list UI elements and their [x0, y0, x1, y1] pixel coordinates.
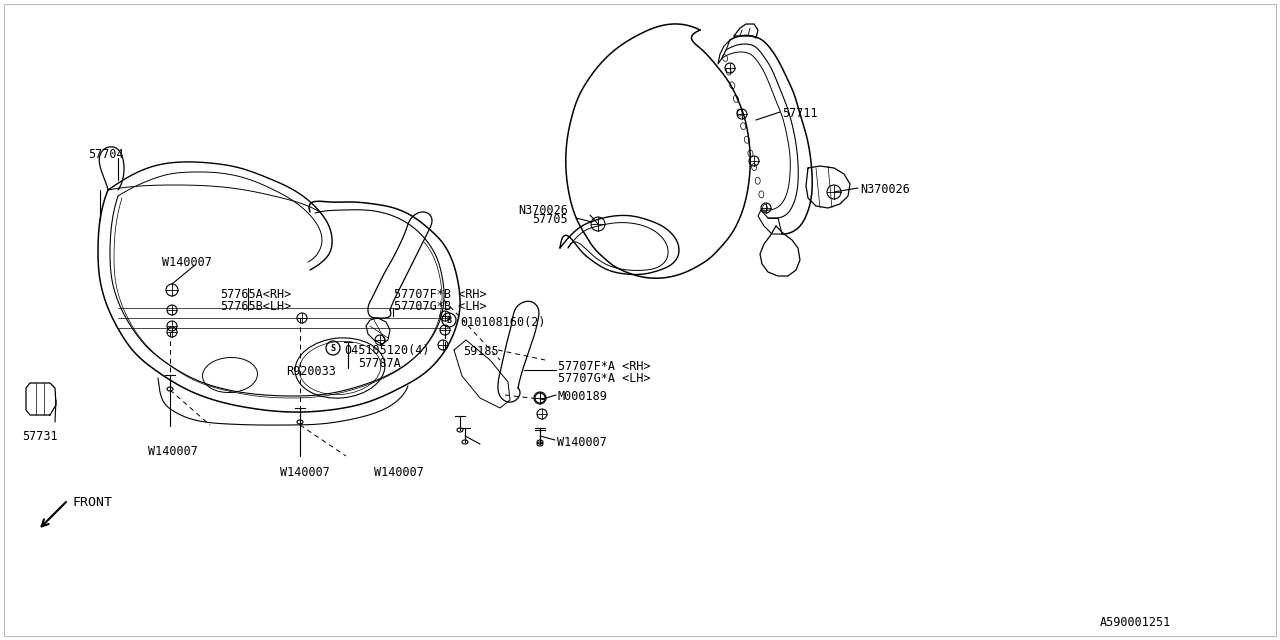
Text: W140007: W140007 — [374, 466, 424, 479]
Text: 57787A: 57787A — [358, 357, 401, 370]
Text: 57731: 57731 — [22, 430, 58, 443]
Text: 045105120(4): 045105120(4) — [344, 344, 430, 357]
Text: 57765A<RH>: 57765A<RH> — [220, 288, 292, 301]
Text: N370026: N370026 — [860, 183, 910, 196]
Text: 57707F*B <RH>: 57707F*B <RH> — [394, 288, 486, 301]
Text: 57705: 57705 — [532, 213, 567, 226]
Text: W140007: W140007 — [148, 445, 198, 458]
Text: FRONT: FRONT — [72, 496, 113, 509]
Text: B: B — [447, 316, 452, 324]
Text: M000189: M000189 — [558, 390, 608, 403]
Text: W140007: W140007 — [280, 466, 330, 479]
Text: 57707G*A <LH>: 57707G*A <LH> — [558, 372, 650, 385]
Text: R920033: R920033 — [285, 365, 335, 378]
Text: 57707F*A <RH>: 57707F*A <RH> — [558, 360, 650, 373]
Text: 59185: 59185 — [463, 345, 499, 358]
Text: A590001251: A590001251 — [1100, 616, 1171, 629]
Text: 57711: 57711 — [782, 107, 818, 120]
Text: S: S — [330, 344, 335, 353]
Text: 57765B<LH>: 57765B<LH> — [220, 300, 292, 313]
Text: W140007: W140007 — [163, 256, 212, 269]
Text: 57707G*B <LH>: 57707G*B <LH> — [394, 300, 486, 313]
Text: N370026: N370026 — [518, 204, 568, 217]
Text: 57704: 57704 — [88, 148, 124, 161]
Text: 010108160(2): 010108160(2) — [460, 316, 545, 329]
Text: W140007: W140007 — [557, 436, 607, 449]
